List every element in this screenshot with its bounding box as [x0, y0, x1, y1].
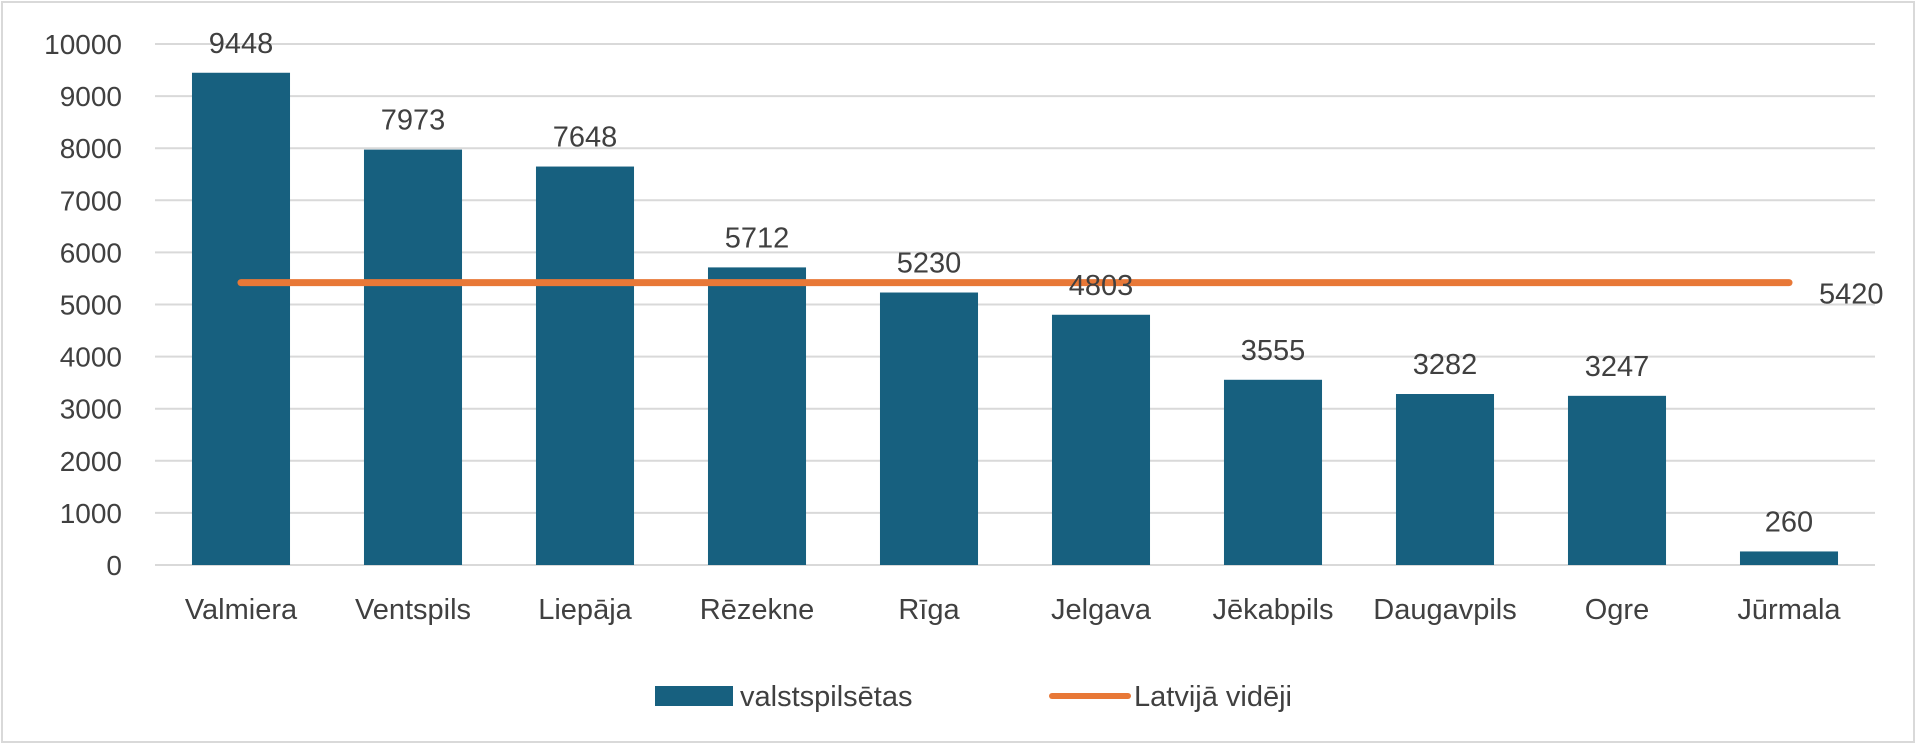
data-labels: 9448 7973 7648 5712 5230 4803 3555 3282 3247 260 5… — [209, 28, 1884, 539]
bar — [191, 72, 291, 565]
bar — [1395, 394, 1495, 565]
x-category-label: Valmiera — [185, 594, 298, 626]
legend-label-bars: valstspilsētas — [740, 681, 912, 713]
y-tick-label: 5000 — [60, 290, 122, 321]
average-line-label: 5420 — [1819, 279, 1884, 311]
x-category-label: Ogre — [1585, 594, 1649, 626]
bar-data-label: 3282 — [1413, 349, 1478, 381]
y-tick-label: 3000 — [60, 394, 122, 425]
y-tick-label: 7000 — [60, 185, 122, 216]
bar — [1739, 551, 1839, 565]
x-category-label: Daugavpils — [1373, 594, 1516, 626]
bar-data-label: 7973 — [381, 105, 446, 137]
x-category-label: Ventspils — [355, 594, 471, 626]
bar — [1567, 395, 1667, 565]
x-category-label: Rīga — [898, 594, 960, 626]
bar-data-label: 3555 — [1241, 335, 1306, 367]
y-tick-label: 9000 — [60, 81, 122, 112]
bar — [1051, 314, 1151, 565]
bar-data-label: 5712 — [725, 222, 790, 254]
legend: valstspilsētas Latvijā vidēji — [655, 681, 1292, 713]
bar-data-label: 9448 — [209, 28, 274, 60]
bar — [535, 166, 635, 566]
y-axis-ticks: 0 1000 2000 3000 4000 5000 6000 7000 8000 9000 100… — [44, 29, 122, 581]
x-category-label: Jēkabpils — [1213, 594, 1334, 626]
x-category-label: Liepāja — [538, 594, 632, 626]
bar-data-label: 7648 — [553, 122, 618, 154]
y-tick-label: 6000 — [60, 237, 122, 268]
bar-data-label: 4803 — [1069, 270, 1134, 302]
y-tick-label: 10000 — [44, 29, 122, 60]
bar — [363, 149, 463, 566]
y-tick-label: 0 — [106, 550, 122, 581]
bar — [879, 292, 979, 565]
bar — [707, 267, 807, 565]
x-category-label: Jelgava — [1051, 594, 1152, 626]
y-tick-label: 8000 — [60, 133, 122, 164]
bar — [1223, 379, 1323, 565]
x-category-label: Jūrmala — [1737, 594, 1841, 626]
y-tick-label: 2000 — [60, 446, 122, 477]
bar-data-label: 3247 — [1585, 351, 1650, 383]
legend-label-line: Latvijā vidēji — [1134, 681, 1292, 713]
bars — [191, 72, 1839, 566]
x-axis-categories: Valmiera Ventspils Liepāja Rēzekne Rīga Jelga… — [185, 594, 1842, 626]
y-tick-label: 1000 — [60, 498, 122, 529]
bar-data-label: 260 — [1765, 506, 1813, 538]
y-tick-label: 4000 — [60, 342, 122, 373]
x-category-label: Rēzekne — [700, 594, 814, 626]
legend-swatch-bars — [655, 686, 733, 706]
bar-data-label: 5230 — [897, 248, 962, 280]
